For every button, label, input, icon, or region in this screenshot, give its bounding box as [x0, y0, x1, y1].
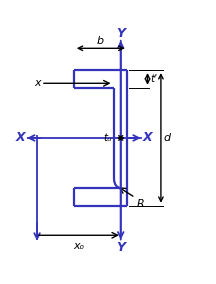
Text: tᵤ: tᵤ	[103, 133, 111, 143]
Text: X: X	[16, 131, 25, 145]
Text: b: b	[97, 36, 104, 46]
Text: Y: Y	[116, 26, 125, 39]
Text: tᶠ: tᶠ	[150, 74, 157, 84]
Text: Y: Y	[116, 241, 125, 254]
Text: X: X	[143, 131, 152, 145]
Text: xₒ: xₒ	[73, 241, 84, 251]
Text: d: d	[164, 133, 171, 143]
Text: x: x	[35, 78, 41, 88]
Text: R: R	[137, 199, 145, 209]
